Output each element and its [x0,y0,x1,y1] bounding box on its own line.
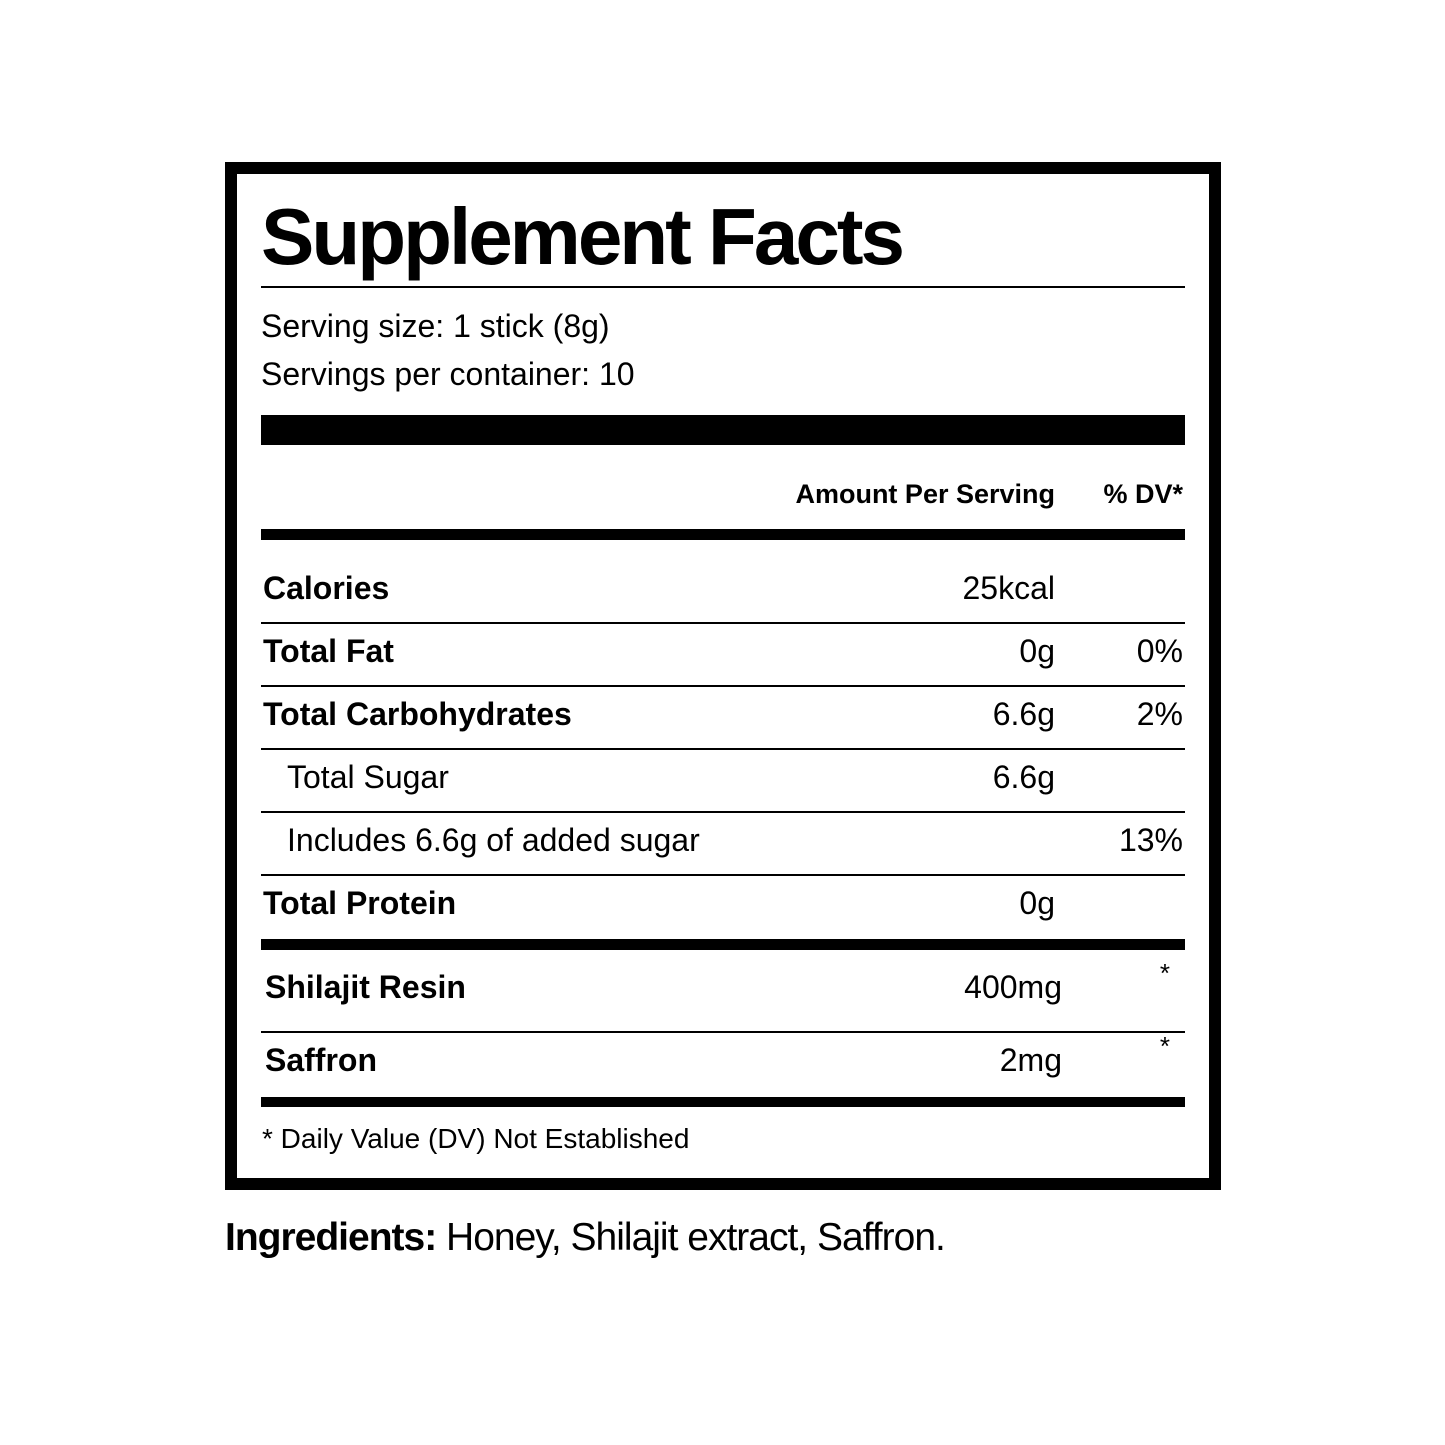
serving-size: Serving size: 1 stick (8g) [261,308,610,344]
thick-bar [261,529,1185,540]
nutrient-dv: 13% [1118,822,1183,858]
nutrient-name: Total Fat [263,633,394,669]
thick-bar [261,939,1185,950]
panel-title: Supplement Facts [261,192,905,281]
thick-bar [261,1097,1185,1107]
divider [261,286,1185,288]
nutrient-amount: 25kcal [962,570,1056,606]
servings-per-container: Servings per container: 10 [261,356,635,392]
row-divider [261,811,1185,813]
ingredient-dv: * [1159,958,1170,988]
ingredient-name: Shilajit Resin [265,969,466,1005]
nutrient-name: Total Protein [263,885,457,921]
nutrient-amount: 6.6g [992,696,1055,732]
thick-bar [261,415,1185,445]
ingredient-amount: 2mg [999,1042,1062,1078]
ingredients-text: Honey, Shilajit extract, Saffron. [446,1216,946,1259]
footnote: * Daily Value (DV) Not Established [262,1123,690,1154]
supplement-facts-panel [225,162,1221,1190]
row-divider [261,748,1185,750]
ingredients: Ingredients: Honey, Shilajit extract, Sa… [225,1214,946,1262]
dv-header: % DV* [1103,479,1183,509]
nutrient-amount: 0g [1019,633,1055,669]
row-divider [261,622,1185,624]
nutrient-name: Total Sugar [287,759,449,795]
nutrient-amount: 0g [1019,885,1055,921]
ingredient-dv: * [1159,1031,1170,1061]
nutrient-dv: 0% [1136,633,1183,669]
nutrient-name: Includes 6.6g of added sugar [287,822,700,858]
amount-header: Amount Per Serving [795,479,1055,509]
row-divider [261,874,1185,876]
nutrient-name: Calories [263,570,390,606]
ingredients-label: Ingredients: [225,1216,437,1259]
nutrient-name: Total Carbohydrates [263,696,572,732]
row-divider [261,685,1185,687]
row-divider [261,1031,1185,1033]
ingredient-amount: 400mg [964,969,1062,1005]
nutrient-amount: 6.6g [992,759,1055,795]
ingredient-name: Saffron [265,1042,377,1078]
nutrient-dv: 2% [1136,696,1183,732]
